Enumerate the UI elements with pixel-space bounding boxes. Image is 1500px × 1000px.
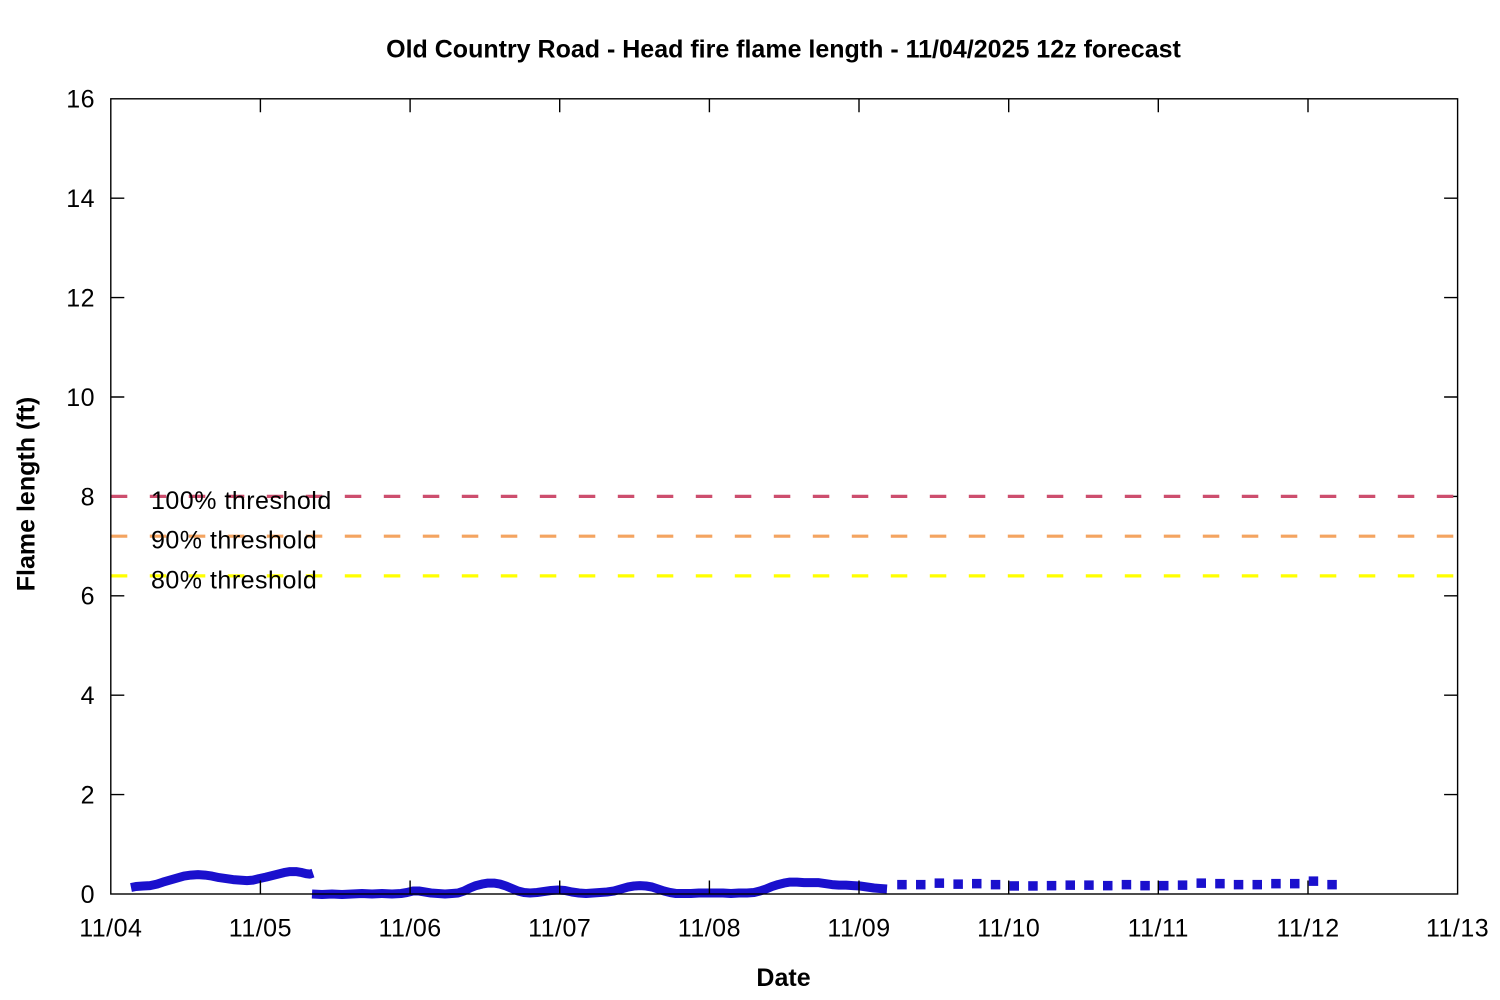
svg-text:11/06: 11/06	[378, 915, 441, 943]
svg-text:8: 8	[81, 483, 95, 511]
svg-text:Old Country Road - Head fire f: Old Country Road - Head fire flame lengt…	[386, 36, 1181, 64]
svg-text:6: 6	[81, 583, 95, 611]
svg-text:16: 16	[66, 86, 95, 114]
svg-text:11/10: 11/10	[977, 915, 1040, 943]
svg-text:11/05: 11/05	[229, 915, 292, 943]
svg-text:Date: Date	[756, 964, 810, 992]
svg-text:11/09: 11/09	[827, 915, 890, 943]
svg-text:100% threshold: 100% threshold	[151, 487, 332, 515]
svg-text:11/13: 11/13	[1426, 915, 1489, 943]
svg-text:14: 14	[66, 185, 95, 213]
svg-text:2: 2	[81, 782, 95, 810]
svg-text:10: 10	[66, 384, 95, 412]
svg-text:11/08: 11/08	[678, 915, 741, 943]
svg-text:11/07: 11/07	[528, 915, 591, 943]
svg-text:90% threshold: 90% threshold	[151, 527, 317, 555]
svg-text:Flame length (ft): Flame length (ft)	[13, 397, 41, 591]
svg-text:4: 4	[81, 682, 95, 710]
svg-text:11/12: 11/12	[1276, 915, 1339, 943]
svg-text:11/11: 11/11	[1128, 915, 1189, 943]
svg-text:80% threshold: 80% threshold	[151, 566, 317, 594]
svg-text:0: 0	[81, 881, 95, 909]
svg-text:12: 12	[66, 285, 95, 313]
svg-text:11/04: 11/04	[79, 915, 142, 943]
